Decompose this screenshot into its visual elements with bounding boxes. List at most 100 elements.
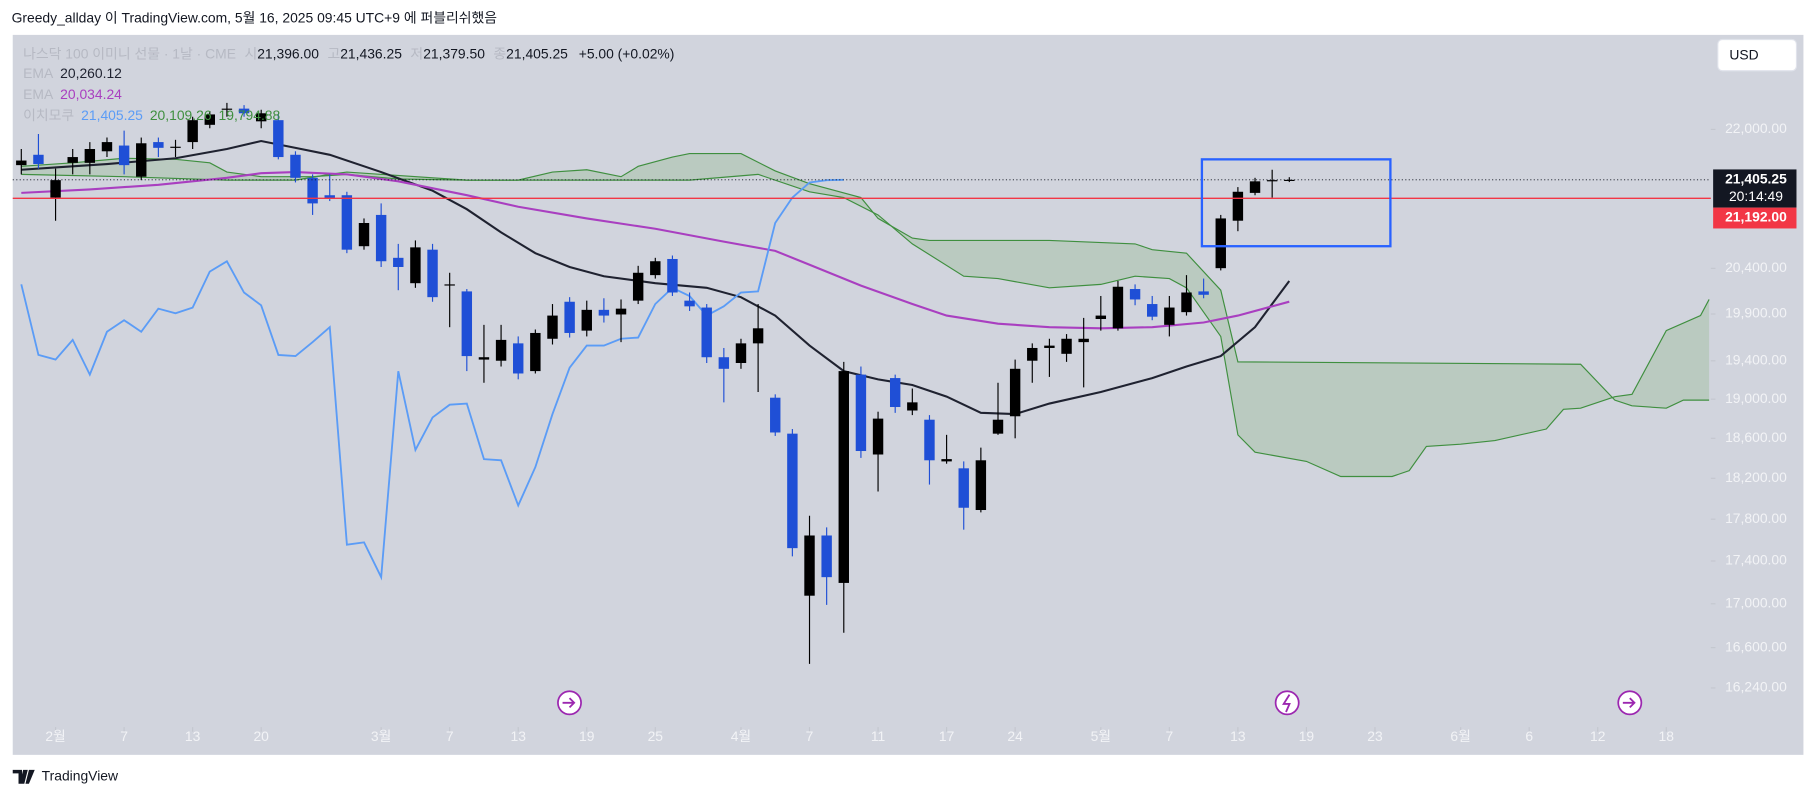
x-tick-label: 19 bbox=[1299, 728, 1315, 744]
ema-name: EMA bbox=[23, 65, 54, 81]
candle-body bbox=[67, 157, 78, 163]
x-tick-label: 3월 bbox=[371, 728, 391, 744]
candle-body bbox=[581, 309, 592, 331]
brand-logo bbox=[12, 769, 35, 784]
x-tick-label: 18 bbox=[1659, 728, 1675, 744]
x-tick-label: 6월 bbox=[1450, 728, 1470, 744]
candle-body bbox=[941, 459, 952, 462]
x-tick-label: 7 bbox=[446, 728, 454, 744]
candle-body bbox=[632, 272, 644, 301]
candle-body bbox=[50, 180, 61, 198]
currency-button-box[interactable] bbox=[1717, 38, 1798, 72]
candle-body bbox=[701, 307, 712, 358]
x-tick-label: 20 bbox=[253, 728, 269, 744]
candle-body bbox=[444, 284, 455, 286]
candle-body bbox=[324, 195, 335, 199]
legend: 나스닥 100 이미니 선물 · 1날 · CME 시21,396.00 고 21… bbox=[23, 45, 674, 122]
candle-body bbox=[1095, 315, 1107, 320]
candle-body bbox=[1266, 180, 1278, 182]
candle-body bbox=[1147, 304, 1158, 317]
x-tick-label: 13 bbox=[185, 728, 201, 744]
y-tick-label: 18,200.00 bbox=[1725, 469, 1787, 485]
candle-body bbox=[1181, 292, 1192, 313]
candle-body bbox=[478, 357, 490, 360]
open-label: 시 bbox=[244, 45, 257, 61]
candle-body bbox=[958, 468, 969, 508]
line-price-label: 21,192.00 bbox=[1725, 209, 1787, 225]
candle-body bbox=[924, 419, 935, 461]
candle-body bbox=[358, 223, 370, 247]
candle-body bbox=[718, 357, 730, 369]
candle-body bbox=[16, 160, 27, 166]
symbol: 나스닥 100 이미니 선물 · 1날 · CME bbox=[23, 45, 236, 61]
brand-name: TradingView bbox=[42, 768, 119, 784]
candle-body bbox=[187, 120, 198, 143]
candle-body bbox=[495, 339, 507, 361]
candle-body bbox=[1009, 368, 1021, 417]
open-value: 21,396.00 bbox=[257, 45, 319, 61]
candle-body bbox=[872, 418, 884, 455]
y-tick-label: 20,400.00 bbox=[1725, 259, 1787, 275]
candle-body bbox=[170, 146, 181, 148]
candle-body bbox=[204, 114, 215, 125]
candle-body bbox=[1078, 338, 1089, 343]
x-tick-label: 13 bbox=[1230, 728, 1246, 744]
candle-body bbox=[118, 145, 130, 166]
y-tick-label: 19,400.00 bbox=[1725, 351, 1787, 367]
change-value: +5.00 (+0.02%) bbox=[579, 45, 675, 61]
x-tick-label: 5월 bbox=[1091, 728, 1111, 744]
candle-body bbox=[838, 371, 849, 583]
ema-value: 20,260.12 bbox=[60, 65, 122, 81]
candle-body bbox=[427, 249, 438, 298]
candle-body bbox=[615, 308, 627, 315]
candle-body bbox=[667, 258, 678, 293]
y-tick-label: 19,900.00 bbox=[1725, 305, 1787, 321]
candle-body bbox=[684, 300, 695, 307]
candle-body bbox=[33, 154, 44, 165]
candle-body bbox=[787, 433, 798, 549]
y-tick-label: 19,000.00 bbox=[1725, 390, 1787, 406]
ichimoku-name: 이치모쿠 bbox=[23, 107, 74, 123]
currency-label[interactable]: USD bbox=[1729, 46, 1758, 62]
ema-name: EMA bbox=[23, 86, 54, 102]
x-tick-label: 4월 bbox=[731, 728, 751, 744]
currency-button[interactable]: USD bbox=[1717, 38, 1798, 72]
low-label: 저 bbox=[410, 45, 423, 61]
high-label: 고 bbox=[327, 45, 340, 61]
event-icons bbox=[557, 690, 1643, 716]
close-label: 종 bbox=[493, 45, 506, 61]
candle-body bbox=[1061, 338, 1072, 354]
x-tick-label: 23 bbox=[1367, 728, 1383, 744]
ichimoku-cloud bbox=[21, 153, 1710, 477]
candle-body bbox=[770, 397, 781, 433]
candle-body bbox=[1044, 345, 1055, 348]
candle-body bbox=[307, 177, 318, 204]
ichimoku-legend: 이치모쿠 21,405.25 20,109.26 19,794.88 bbox=[23, 107, 280, 123]
drawn-rectangle bbox=[1200, 158, 1392, 248]
candle-body bbox=[547, 315, 558, 339]
candle-body bbox=[273, 120, 284, 158]
candle-body bbox=[564, 301, 575, 333]
y-tick-label: 17,800.00 bbox=[1725, 510, 1787, 526]
x-tick-label: 12 bbox=[1590, 728, 1606, 744]
candle-body bbox=[1198, 291, 1209, 295]
candle-body bbox=[410, 247, 421, 284]
candle-body bbox=[101, 142, 113, 152]
candle-body bbox=[290, 154, 301, 178]
candle-body bbox=[255, 113, 267, 122]
low-value: 21,379.50 bbox=[423, 45, 485, 61]
event-icon-glyph bbox=[562, 697, 576, 709]
publish-header: Greedy_allday 이 TradingView.com, 5월 16, … bbox=[12, 9, 498, 25]
x-tick-label: 7 bbox=[120, 728, 128, 744]
candle-body bbox=[907, 402, 918, 411]
event-icon-glyph bbox=[1622, 697, 1636, 709]
footer: TradingView bbox=[12, 768, 119, 784]
ema-legend: EMA 20,034.24 bbox=[23, 86, 122, 102]
ema-value: 20,034.24 bbox=[60, 86, 122, 102]
x-tick-label: 7 bbox=[1165, 728, 1173, 744]
candle-body bbox=[153, 142, 164, 148]
event-icon[interactable] bbox=[1274, 690, 1300, 716]
candle-body bbox=[221, 108, 233, 110]
candle-body bbox=[513, 343, 524, 374]
candle-body bbox=[804, 535, 815, 596]
